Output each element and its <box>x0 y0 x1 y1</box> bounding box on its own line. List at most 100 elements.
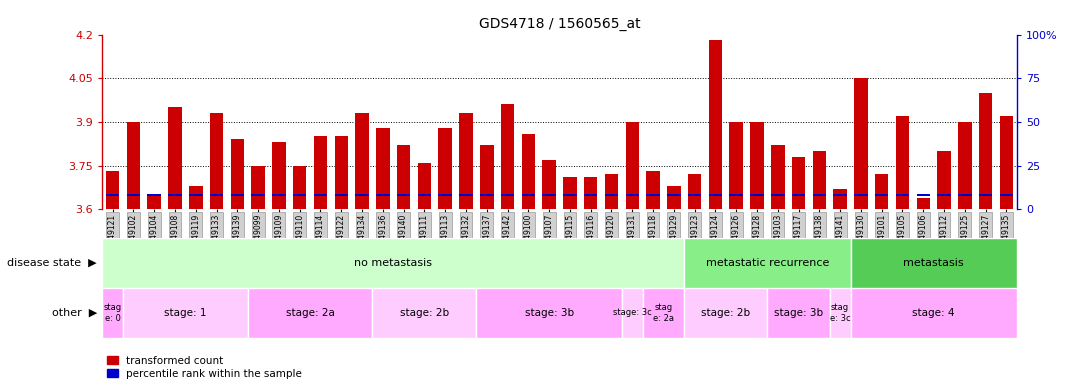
Bar <box>147 194 161 197</box>
Bar <box>958 194 972 197</box>
Bar <box>875 194 889 197</box>
Bar <box>252 194 265 197</box>
Bar <box>771 194 784 197</box>
Bar <box>438 128 452 209</box>
Bar <box>937 194 951 197</box>
Bar <box>622 288 642 338</box>
Bar <box>377 194 390 197</box>
Bar <box>812 151 826 209</box>
Bar <box>147 195 161 209</box>
Bar <box>667 186 681 209</box>
Bar <box>210 113 224 209</box>
Bar <box>647 171 660 209</box>
Bar <box>958 122 972 209</box>
Bar <box>642 288 684 338</box>
Text: stage: 3b: stage: 3b <box>774 308 823 318</box>
Bar <box>895 194 909 197</box>
Bar <box>397 145 410 209</box>
Text: stage: 4: stage: 4 <box>912 308 954 318</box>
Bar <box>563 177 577 209</box>
Text: metastatic recurrence: metastatic recurrence <box>706 258 830 268</box>
Bar <box>500 104 514 209</box>
Title: GDS4718 / 1560565_at: GDS4718 / 1560565_at <box>479 17 640 31</box>
Bar <box>230 139 244 209</box>
Bar <box>875 174 889 209</box>
Bar <box>684 238 850 288</box>
Bar <box>397 194 410 197</box>
Bar <box>750 194 764 197</box>
Bar <box>584 194 597 197</box>
Bar <box>605 174 619 209</box>
Bar <box>168 194 182 197</box>
Bar <box>459 194 472 197</box>
Bar <box>979 93 992 209</box>
Bar <box>189 186 202 209</box>
Bar <box>830 288 850 338</box>
Bar <box>917 198 930 209</box>
Bar <box>767 288 830 338</box>
Bar <box>834 194 847 197</box>
Bar <box>917 194 930 197</box>
Bar <box>459 113 472 209</box>
Bar <box>750 122 764 209</box>
Bar <box>937 151 951 209</box>
Bar <box>314 136 327 209</box>
Bar <box>417 163 431 209</box>
Bar <box>542 160 556 209</box>
Bar <box>542 194 556 197</box>
Bar <box>210 194 224 197</box>
Bar <box>272 142 285 209</box>
Bar <box>377 128 390 209</box>
Bar <box>335 136 348 209</box>
Bar <box>854 78 867 209</box>
Bar <box>895 116 909 209</box>
Bar <box>1000 116 1014 209</box>
Bar <box>709 194 722 197</box>
Text: metastasis: metastasis <box>904 258 964 268</box>
Bar <box>293 194 307 197</box>
Bar <box>417 194 431 197</box>
Bar <box>812 194 826 197</box>
Bar <box>127 194 140 197</box>
Bar <box>625 122 639 209</box>
Bar <box>792 157 805 209</box>
Bar <box>688 174 702 209</box>
Bar <box>792 194 805 197</box>
Bar <box>834 189 847 209</box>
Text: stage: 1: stage: 1 <box>165 308 207 318</box>
Legend: transformed count, percentile rank within the sample: transformed count, percentile rank withi… <box>108 356 302 379</box>
Bar <box>372 288 477 338</box>
Text: stage: 2b: stage: 2b <box>400 308 449 318</box>
Bar <box>252 166 265 209</box>
Text: stage: 3c: stage: 3c <box>613 308 652 318</box>
Bar <box>335 194 348 197</box>
Bar <box>123 288 247 338</box>
Bar <box>314 194 327 197</box>
Bar <box>500 194 514 197</box>
Text: stag
e: 0: stag e: 0 <box>103 303 122 323</box>
Text: stage: 2a: stage: 2a <box>285 308 335 318</box>
Bar <box>438 194 452 197</box>
Text: other  ▶: other ▶ <box>52 308 97 318</box>
Bar <box>979 194 992 197</box>
Bar <box>854 194 867 197</box>
Bar <box>1000 194 1014 197</box>
Bar <box>684 288 767 338</box>
Bar <box>522 134 535 209</box>
Text: stage: 2b: stage: 2b <box>702 308 750 318</box>
Bar <box>480 145 494 209</box>
Text: stag
e: 3c: stag e: 3c <box>830 303 850 323</box>
Bar <box>771 145 784 209</box>
Text: stag
e: 2a: stag e: 2a <box>653 303 674 323</box>
Bar <box>105 194 119 197</box>
Bar <box>522 194 535 197</box>
Bar <box>189 194 202 197</box>
Bar <box>477 288 622 338</box>
Bar <box>625 194 639 197</box>
Bar <box>850 238 1017 288</box>
Bar <box>355 113 369 209</box>
Bar <box>355 194 369 197</box>
Bar <box>605 194 619 197</box>
Text: disease state  ▶: disease state ▶ <box>8 258 97 268</box>
Bar <box>688 194 702 197</box>
